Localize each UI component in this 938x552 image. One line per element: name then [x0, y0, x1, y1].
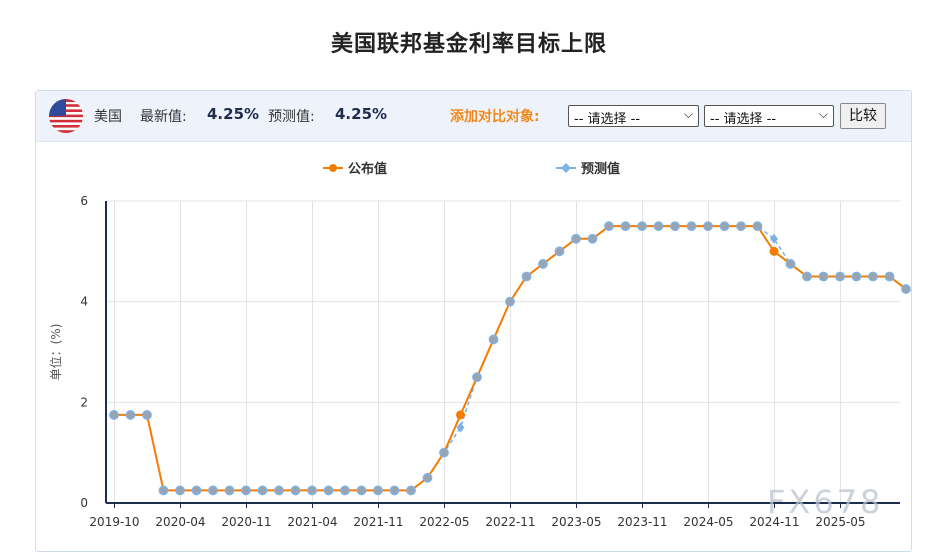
published-point [620, 221, 631, 232]
published-point [356, 485, 367, 496]
published-point [571, 233, 581, 244]
x-tick-label: 2022-05 [419, 515, 469, 529]
panel-header: 美国 最新值: 4.25% 预测值: 4.25% 添加对比对象: -- 请选择 … [36, 91, 911, 142]
published-point [290, 485, 301, 496]
compare-select-2-value: -- 请选择 -- [710, 112, 777, 127]
legend-forecast-marker [561, 163, 571, 173]
published-point [719, 221, 730, 232]
x-tick-label: 2021-11 [353, 515, 403, 529]
published-point [307, 485, 317, 496]
published-point [521, 271, 532, 282]
chevron-down-icon: ⌵ [683, 107, 693, 121]
chart-grid [106, 200, 900, 503]
forecast-label: 预测值: [268, 109, 315, 125]
published-point [785, 259, 796, 269]
x-tick-label: 2021-04 [287, 515, 337, 529]
legend-published-label: 公布值 [348, 161, 387, 177]
published-point [868, 271, 878, 282]
x-tick-label: 2020-11 [221, 515, 271, 529]
x-tick-label: 2020-04 [155, 515, 205, 529]
compare-button[interactable]: 比较 [840, 103, 886, 129]
us-flag-icon [49, 99, 83, 133]
published-point [191, 485, 202, 496]
compare-select-1[interactable]: -- 请选择 -- ⌵ [568, 105, 699, 127]
published-point [538, 259, 548, 269]
published-point [884, 271, 895, 282]
published-point [818, 271, 829, 282]
chevron-down-icon: ⌵ [818, 107, 828, 121]
published-point [901, 284, 911, 294]
series-published [109, 221, 911, 496]
published-point [752, 221, 763, 232]
chart-axes [105, 201, 900, 504]
page-title: 美国联邦基金利率目标上限 [330, 32, 607, 57]
published-point [637, 221, 647, 232]
watermark: FX678 [767, 483, 883, 521]
compare-select-1-value: -- 请选择 -- [574, 112, 641, 127]
published-point [274, 485, 284, 496]
published-point [208, 485, 218, 496]
published-point [587, 233, 598, 244]
forecast-value: 4.25% [335, 105, 388, 123]
published-point [257, 485, 268, 496]
published-point [142, 410, 152, 420]
x-tick-label: 2023-05 [551, 515, 601, 529]
legend-forecast-label: 预测值 [581, 161, 620, 177]
y-tick-label: 2 [80, 395, 88, 409]
published-point [109, 410, 119, 420]
latest-value: 4.25% [207, 105, 260, 123]
published-point [670, 221, 680, 232]
latest-label: 最新值: [140, 109, 187, 125]
y-axis-label: 单位：(%) [48, 324, 63, 381]
x-tick-label: 2024-11 [749, 515, 799, 529]
published-point [125, 410, 136, 420]
compare-select-2[interactable]: -- 请选择 -- ⌵ [704, 105, 834, 127]
published-point [175, 485, 185, 496]
y-ticks: 0 2 4 6 [80, 194, 88, 510]
published-point [802, 271, 812, 282]
published-point [224, 485, 235, 496]
published-point [241, 485, 251, 496]
published-point [158, 485, 169, 496]
compare-label: 添加对比对象: [450, 109, 540, 125]
published-point [323, 485, 334, 496]
published-point [835, 271, 845, 282]
x-tick-label: 2023-11 [617, 515, 667, 529]
published-point [373, 485, 383, 496]
country-label: 美国 [94, 109, 122, 125]
x-tick-label: 2022-11 [485, 515, 535, 529]
published-point [505, 296, 515, 307]
published-point [389, 485, 400, 496]
y-tick-label: 0 [80, 496, 88, 510]
published-point [456, 410, 465, 420]
chart-panel: 美国 最新值: 4.25% 预测值: 4.25% 添加对比对象: -- 请选择 … [35, 90, 912, 552]
published-point [851, 271, 862, 282]
published-point [406, 485, 416, 496]
published-point [604, 221, 614, 232]
x-ticks: 2019-10 2020-04 2020-11 2021-04 2021-11 2022-… [89, 503, 866, 529]
x-tick-label: 2019-10 [89, 515, 139, 529]
y-tick-label: 6 [80, 194, 88, 208]
published-point [686, 221, 697, 232]
published-point [472, 372, 482, 383]
published-point [439, 447, 449, 458]
published-point [769, 246, 779, 256]
y-tick-label: 4 [80, 295, 88, 309]
chart-legend: 公布值 预测值 [323, 161, 620, 177]
published-point [488, 334, 499, 345]
published-point [653, 221, 664, 232]
forecast-point [456, 422, 465, 433]
published-point [703, 221, 713, 232]
published-point [340, 485, 350, 496]
published-point [422, 472, 433, 483]
legend-published-marker [329, 164, 337, 172]
x-tick-label: 2024-05 [683, 515, 733, 529]
published-point [736, 221, 746, 232]
x-tick-label: 2025-05 [815, 515, 865, 529]
published-point [554, 246, 565, 257]
forecast-point [770, 233, 778, 244]
